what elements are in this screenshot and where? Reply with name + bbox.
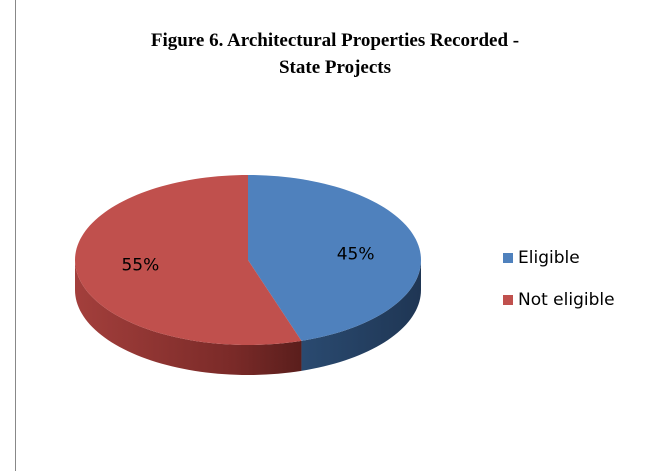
data-label: 55% [121,256,159,276]
chart-title: State Projects [279,57,391,78]
slice-side [301,260,421,371]
pie [75,175,421,375]
pie-tops [75,175,421,345]
legend-label: Eligible [518,248,580,268]
legend-swatch [503,295,513,305]
chart-title: Figure 6. Architectural Properties Recor… [151,30,519,51]
slice [75,175,302,345]
legend-swatch [503,253,513,263]
slice-side [75,260,302,375]
legend-label: Not eligible [518,290,615,310]
pie-sides [75,260,421,375]
slice [248,175,421,341]
data-label: 45% [337,244,375,264]
